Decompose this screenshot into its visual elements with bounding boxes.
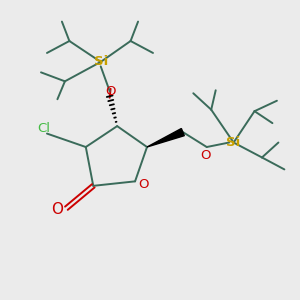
Text: O: O <box>105 85 116 98</box>
Polygon shape <box>147 128 184 147</box>
Text: O: O <box>200 149 211 162</box>
Text: Si: Si <box>226 136 241 149</box>
Text: Cl: Cl <box>38 122 50 135</box>
Text: Si: Si <box>94 56 108 68</box>
Text: O: O <box>138 178 149 191</box>
Text: O: O <box>51 202 63 217</box>
